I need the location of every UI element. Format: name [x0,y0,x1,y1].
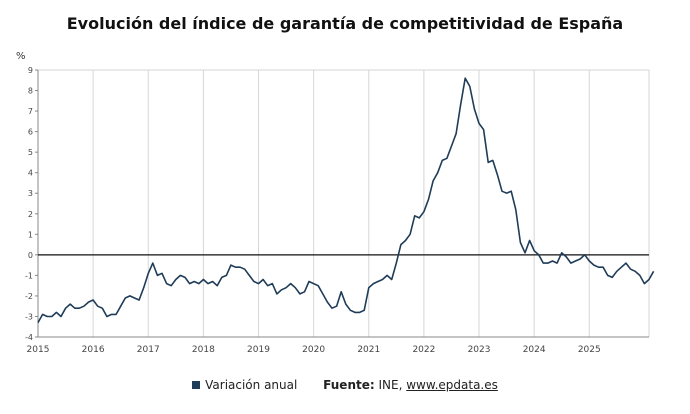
chart-title: Evolución del índice de garantía de comp… [66,14,624,33]
y-tick-label: 1 [28,230,33,239]
chart-legend: Variación anual Fuente: INE, www.epdata.… [0,378,690,392]
source-link[interactable]: www.epdata.es [406,378,498,392]
y-tick-label: -3 [25,312,33,321]
y-tick-label: -2 [25,292,33,301]
x-tick-label: 2016 [82,345,105,355]
x-tick-label: 2020 [302,345,325,355]
y-tick-label: -1 [25,271,33,280]
y-tick-label: 5 [28,148,33,157]
y-axis-unit-label: % [16,51,26,62]
x-tick-label: 2025 [578,345,601,355]
x-tick-label: 2023 [468,345,491,355]
x-tick-label: 2017 [137,345,160,355]
x-tick-label: 2015 [27,345,50,355]
x-tick-label: 2024 [523,345,546,355]
series-line-variacion-anual [37,77,655,323]
y-tick-label: 6 [28,128,33,137]
x-tick-label: 2018 [192,345,215,355]
legend-series-label: Variación anual [205,378,298,392]
y-tick-label: 8 [28,87,33,96]
y-tick-label: 3 [28,189,33,198]
legend-swatch [192,381,201,389]
y-tick-label: 4 [28,169,33,178]
y-tick-label: -4 [25,333,33,342]
y-tick-label: 0 [28,251,33,260]
x-tick-label: 2019 [247,345,270,355]
x-tick-label: 2022 [412,345,435,355]
legend-item-series[interactable]: Variación anual [192,378,301,392]
source-label: Fuente: [323,378,375,392]
y-tick-label: 2 [28,210,33,219]
y-tick-label: 7 [28,107,33,116]
y-tick-label: 9 [28,66,33,75]
x-tick-label: 2021 [357,345,380,355]
source-note: Fuente: INE, www.epdata.es [323,378,498,392]
source-text: INE, [378,378,403,392]
